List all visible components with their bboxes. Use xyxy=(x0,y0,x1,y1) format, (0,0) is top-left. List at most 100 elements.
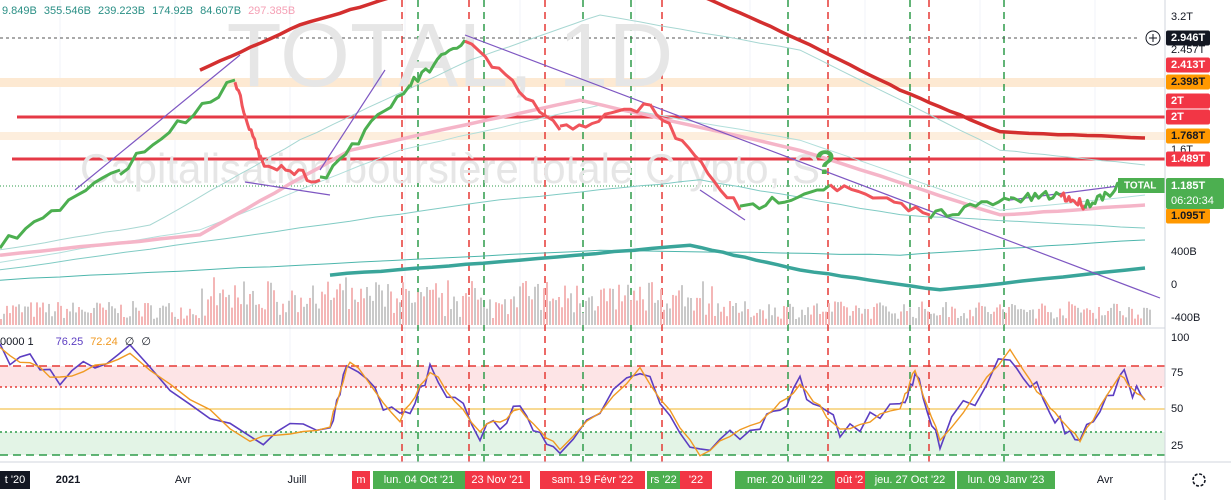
volume-bar xyxy=(447,280,449,325)
volume-bar xyxy=(951,306,953,325)
volume-bar xyxy=(834,301,836,325)
volume-bar xyxy=(831,311,833,325)
volume-bar xyxy=(741,311,743,325)
price-label: 2.398T xyxy=(1171,76,1206,88)
volume-bar xyxy=(696,297,698,325)
volume-bar xyxy=(33,316,35,325)
volume-bar xyxy=(684,306,686,325)
volume-bar xyxy=(222,289,224,325)
volume-bar xyxy=(201,288,203,325)
volume-bar xyxy=(984,306,986,325)
price-line xyxy=(829,183,931,217)
volume-bar xyxy=(303,306,305,325)
volume-bar xyxy=(759,309,761,325)
volume-bar xyxy=(459,316,461,325)
moving-average xyxy=(329,243,1146,292)
volume-bar xyxy=(972,316,974,325)
volume-bar xyxy=(825,311,827,325)
volume-bar xyxy=(27,306,29,325)
volume-bar xyxy=(396,298,398,325)
volume-bar xyxy=(0,318,2,325)
volume-bar xyxy=(441,293,443,325)
volume-bar xyxy=(1005,312,1007,325)
volume-bar xyxy=(744,301,746,325)
volume-bar xyxy=(855,305,857,325)
price-line xyxy=(408,39,467,88)
volume-bar xyxy=(327,281,329,325)
volume-bar xyxy=(84,311,86,325)
volume-bar xyxy=(606,301,608,325)
volume-bar xyxy=(6,305,8,325)
volume-bar xyxy=(573,312,575,325)
volume-bar xyxy=(477,299,479,325)
volume-bar xyxy=(228,294,230,325)
volume-bar xyxy=(261,307,263,325)
volume-bar xyxy=(558,297,560,325)
volume-bar xyxy=(681,285,683,325)
time-badge xyxy=(352,471,370,489)
volume-bar xyxy=(432,289,434,325)
volume-bar xyxy=(336,289,338,325)
time-badge xyxy=(647,471,680,489)
volume-bar xyxy=(138,310,140,325)
volume-bar xyxy=(69,311,71,325)
trend-line xyxy=(699,189,746,221)
volume-bar xyxy=(912,316,914,325)
price-line xyxy=(559,102,651,131)
volume-bar xyxy=(219,293,221,325)
volume-bar xyxy=(45,312,47,325)
volume-bar xyxy=(870,318,872,325)
volume-bar xyxy=(330,300,332,325)
volume-bar xyxy=(813,305,815,325)
volume-bar xyxy=(270,282,272,325)
volume-bar xyxy=(420,292,422,325)
volume-bar xyxy=(393,312,395,325)
volume-bar xyxy=(165,306,167,325)
rsi-signal xyxy=(0,346,1146,457)
volume-bar xyxy=(474,288,476,325)
volume-bar xyxy=(924,308,926,325)
price-label: 400B xyxy=(1171,246,1197,258)
volume-bar xyxy=(435,283,437,325)
volume-bar xyxy=(438,297,440,325)
volume-bar xyxy=(999,304,1001,325)
volume-bar xyxy=(843,306,845,325)
volume-bar xyxy=(252,290,254,325)
volume-bar xyxy=(1125,317,1127,325)
volume-bar xyxy=(387,284,389,325)
volume-bar xyxy=(933,313,935,325)
volume-bar xyxy=(672,294,674,325)
volume-bar xyxy=(918,307,920,325)
volume-bar xyxy=(600,289,602,325)
volume-bar xyxy=(798,317,800,325)
volume-bar xyxy=(492,318,494,325)
volume-bar xyxy=(588,297,590,325)
volume-bar xyxy=(816,303,818,325)
volume-bar xyxy=(1053,318,1055,325)
volume-bar xyxy=(1026,312,1028,325)
volume-bar xyxy=(699,298,701,325)
volume-bar xyxy=(921,301,923,325)
price-label: 1.768T xyxy=(1171,130,1206,142)
time-label: Juill xyxy=(288,474,307,486)
volume-bar xyxy=(216,305,218,325)
volume-bar xyxy=(582,312,584,325)
volume-bar xyxy=(1113,303,1115,325)
volume-bar xyxy=(39,307,41,325)
question-mark: ? xyxy=(815,144,836,182)
volume-bar xyxy=(105,309,107,325)
volume-bar xyxy=(519,286,521,325)
volume-bar xyxy=(489,299,491,325)
volume-bar xyxy=(255,304,257,325)
legend-value: 239.223B xyxy=(98,5,145,17)
time-label: 23 Nov '21 xyxy=(471,474,523,486)
volume-bar xyxy=(108,302,110,325)
time-badge xyxy=(735,471,835,489)
volume-bar xyxy=(354,299,356,325)
settings-icon[interactable] xyxy=(1192,473,1206,487)
watermark-symbol: TOTAL, 1D xyxy=(227,6,674,106)
volume-bar xyxy=(810,314,812,325)
volume-bar xyxy=(945,302,947,325)
volume-bar xyxy=(339,283,341,325)
volume-bar xyxy=(807,307,809,325)
